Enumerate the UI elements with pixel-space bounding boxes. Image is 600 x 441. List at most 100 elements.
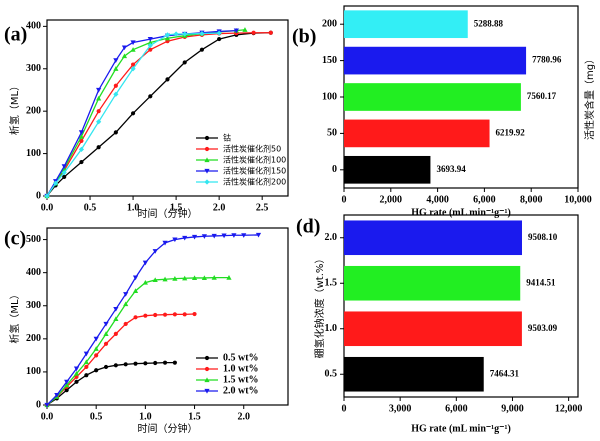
legend-marker xyxy=(204,146,210,152)
data-point xyxy=(143,361,148,366)
bar xyxy=(344,220,522,256)
y-tick-label: 2.0 xyxy=(325,232,338,243)
data-point xyxy=(142,279,148,285)
data-point xyxy=(182,275,188,281)
data-point xyxy=(64,382,70,388)
data-point xyxy=(44,402,50,408)
legend-label: 钴 xyxy=(223,133,231,143)
data-point xyxy=(130,62,136,67)
data-point xyxy=(78,146,85,152)
bar xyxy=(344,119,490,148)
data-point xyxy=(147,37,153,42)
legend-label: 1.5 wt% xyxy=(223,374,259,385)
data-point xyxy=(123,362,128,367)
data-point xyxy=(242,27,248,32)
bar xyxy=(344,265,521,301)
bar xyxy=(344,46,527,75)
x-tick-label: 1.5 xyxy=(170,202,183,213)
series-line xyxy=(46,276,229,406)
y-tick-label: 500 xyxy=(26,234,41,245)
value-label: 3693.94 xyxy=(436,164,466,174)
data-point xyxy=(103,364,109,370)
data-point xyxy=(44,193,50,199)
data-point xyxy=(182,235,188,241)
data-point xyxy=(123,301,129,307)
y-tick-label: 100 xyxy=(26,148,41,159)
data-point xyxy=(130,40,136,46)
x-tick-label: 2.0 xyxy=(237,411,250,422)
data-point xyxy=(173,31,179,37)
x-tick-label: 0.5 xyxy=(90,411,103,422)
data-point xyxy=(201,234,207,239)
data-point xyxy=(96,95,102,101)
y-tick-label: 300 xyxy=(26,63,41,74)
data-point xyxy=(147,42,153,49)
x-tick-label: 1.0 xyxy=(127,202,140,213)
x-tick-label: 6,000 xyxy=(473,194,496,205)
value-label: 9508.10 xyxy=(528,232,558,242)
data-point xyxy=(221,233,227,239)
value-label: 7560.17 xyxy=(527,91,557,101)
data-point xyxy=(255,232,262,238)
bar xyxy=(344,10,468,39)
data-point xyxy=(74,379,79,384)
data-point xyxy=(121,53,128,59)
data-point xyxy=(64,388,69,393)
y-tick-label: 200 xyxy=(26,333,41,344)
data-point xyxy=(172,237,178,243)
data-point xyxy=(172,312,177,317)
x-axis-label: HG rate (mL min⁻¹g⁻¹) xyxy=(411,423,511,434)
x-tick-label: 2.5 xyxy=(256,202,269,213)
data-point xyxy=(78,134,85,139)
data-point xyxy=(121,45,128,51)
y-tick-label: 200 xyxy=(26,105,41,116)
data-point xyxy=(93,346,99,351)
x-tick-label: 9,000 xyxy=(501,403,524,414)
data-point xyxy=(162,276,168,282)
data-point xyxy=(96,145,101,150)
data-point xyxy=(123,321,128,327)
data-point xyxy=(153,360,158,366)
data-point xyxy=(64,379,70,385)
bar xyxy=(344,311,522,347)
data-point xyxy=(142,260,148,266)
legend-label: 活性炭催化剂200 xyxy=(223,177,286,187)
x-axis-label: HG rate (mL min⁻¹g⁻¹) xyxy=(411,207,511,218)
y-tick-label: 0.5 xyxy=(325,369,338,380)
data-point xyxy=(216,30,222,36)
data-point xyxy=(113,363,118,368)
data-point xyxy=(62,174,67,179)
data-point xyxy=(130,111,136,116)
x-tick-label: 1.5 xyxy=(188,411,201,422)
x-tick-label: 3,000 xyxy=(389,403,412,414)
legend-label: 活性炭催化剂50 xyxy=(223,144,281,154)
bar xyxy=(344,155,431,184)
panel-label: (d) xyxy=(296,216,320,238)
data-point xyxy=(162,360,168,365)
legend-label: 2.0 wt% xyxy=(223,385,259,396)
data-point xyxy=(83,359,89,365)
value-label: 7780.96 xyxy=(532,55,562,65)
bar xyxy=(344,356,484,392)
legend-label: 1.0 wt% xyxy=(223,363,259,374)
y-axis-label: 析氢（ML） xyxy=(8,289,21,343)
data-point xyxy=(113,306,119,312)
data-point xyxy=(96,119,102,125)
y-axis-label: 活性炭含量（mg） xyxy=(583,54,596,140)
data-point xyxy=(123,292,129,297)
data-point xyxy=(73,366,80,372)
x-tick-label: 0.0 xyxy=(41,202,54,213)
x-tick-label: 1.0 xyxy=(139,411,152,422)
data-point xyxy=(113,83,118,88)
data-point xyxy=(93,336,99,342)
data-point xyxy=(78,130,85,135)
legend-marker xyxy=(204,355,210,361)
data-point xyxy=(172,360,177,365)
plot-frame xyxy=(46,227,289,406)
data-point xyxy=(199,30,205,37)
plot-frame xyxy=(46,19,289,197)
data-point xyxy=(96,109,101,114)
data-point xyxy=(96,87,102,93)
data-point xyxy=(251,30,256,35)
bar xyxy=(344,83,521,111)
